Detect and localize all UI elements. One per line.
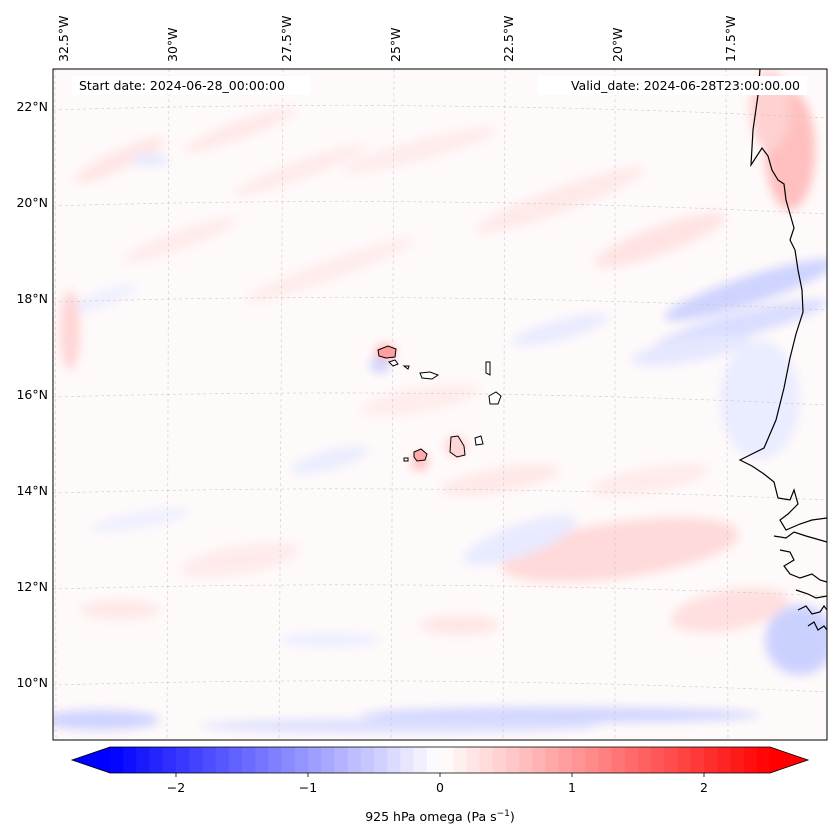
colorbar-cell — [519, 747, 533, 773]
colorbar-tick-label: −1 — [299, 780, 317, 795]
colorbar-cell — [308, 747, 322, 773]
lon-label: 22.5°W — [501, 16, 516, 62]
colorbar-cell — [638, 747, 652, 773]
colorbar-cell — [479, 747, 494, 773]
colorbar-label: 925 hPa omega (Pa s−1) — [365, 809, 515, 824]
valid-date-label: Valid_date: 2024-06-28T23:00:00.00 — [571, 78, 800, 93]
colorbar-cell — [202, 747, 216, 773]
colorbar-cell — [189, 747, 203, 773]
colorbar-cell — [347, 747, 362, 773]
colorbar-cell — [374, 747, 388, 773]
colorbar-cell — [756, 747, 771, 773]
colorbar-tick-label: 0 — [436, 780, 444, 795]
lon-label: 20°W — [610, 27, 625, 62]
colorbar-cell — [572, 747, 586, 773]
colorbar-cell — [413, 747, 428, 773]
colorbar-cell — [136, 747, 150, 773]
lon-label: 25°W — [388, 27, 403, 62]
lat-label: 14°N — [16, 483, 48, 498]
colorbar-cell — [110, 747, 124, 773]
african-coastline — [738, 69, 827, 631]
colorbar-cell — [598, 747, 612, 773]
colorbar-ticks: −2 −1 0 1 2 — [167, 773, 708, 795]
colorbar-cell — [294, 747, 309, 773]
colorbar-cell — [532, 747, 546, 773]
colorbar-cell — [585, 747, 599, 773]
lat-label: 10°N — [16, 675, 48, 690]
longitude-labels: 32.5°W 30°W 27.5°W 25°W 22.5°W 20°W 17.5… — [56, 16, 738, 62]
colorbar-cell — [651, 747, 665, 773]
start-date-label: Start date: 2024-06-28_00:00:00 — [79, 78, 285, 93]
colorbar-cell — [334, 747, 348, 773]
colorbar-cell — [492, 747, 507, 773]
colorbar-cell — [268, 747, 282, 773]
colorbar-cell — [690, 747, 705, 773]
colorbar-tick-label: 2 — [700, 780, 708, 795]
colorbar-cell — [162, 747, 177, 773]
latitude-labels: 22°N 20°N 18°N 16°N 14°N 12°N 10°N — [16, 99, 48, 690]
colorbar-cell — [611, 747, 626, 773]
colorbar-cell — [558, 747, 573, 773]
colorbar-outline — [70, 746, 810, 774]
colorbar-cell — [743, 747, 758, 773]
valid-date-box — [538, 76, 807, 95]
colorbar-cell — [387, 747, 401, 773]
colorbar-cell — [281, 747, 296, 773]
colorbar-cell — [149, 747, 164, 773]
colorbar-cell — [664, 747, 678, 773]
colorbar-cell — [123, 747, 137, 773]
lat-label: 12°N — [16, 579, 48, 594]
lon-label: 32.5°W — [56, 16, 71, 62]
colorbar-tick-label: −2 — [167, 780, 185, 795]
lat-label: 16°N — [16, 387, 48, 402]
lon-label: 17.5°W — [723, 16, 738, 62]
colorbar-cell — [360, 747, 375, 773]
colorbar-cell — [255, 747, 269, 773]
colorbar: −2 −1 0 1 2 925 hPa omega (Pa s−1) — [70, 746, 810, 824]
lat-label: 18°N — [16, 291, 48, 306]
colorbar-cell — [730, 747, 744, 773]
colorbar-cell — [426, 747, 441, 773]
colorbar-cell — [321, 747, 335, 773]
colorbar-cell — [215, 747, 230, 773]
colorbar-extend-high — [770, 747, 808, 773]
colorbar-cell — [545, 747, 560, 773]
colorbar-cell — [624, 747, 639, 773]
omega-field — [53, 70, 827, 733]
gridlines — [53, 69, 827, 740]
colorbar-cell — [677, 747, 692, 773]
colorbar-cell — [466, 747, 480, 773]
colorbar-cell — [176, 747, 190, 773]
colorbar-cell — [228, 747, 243, 773]
map-frame — [52, 68, 828, 741]
colorbar-extend-low — [72, 747, 110, 773]
lat-label: 22°N — [16, 99, 48, 114]
colorbar-cell — [453, 747, 467, 773]
lon-label: 27.5°W — [279, 16, 294, 62]
colorbar-cell — [506, 747, 520, 773]
colorbar-cells — [110, 747, 771, 773]
colorbar-cell — [242, 747, 256, 773]
colorbar-cell — [704, 747, 718, 773]
lat-label: 20°N — [16, 195, 48, 210]
colorbar-cell — [717, 747, 731, 773]
lon-label: 30°W — [165, 27, 180, 62]
start-date-box — [72, 76, 310, 95]
cape-verde-islands — [377, 345, 502, 462]
colorbar-cell — [440, 747, 454, 773]
colorbar-cell — [400, 747, 414, 773]
colorbar-tick-label: 1 — [568, 780, 576, 795]
